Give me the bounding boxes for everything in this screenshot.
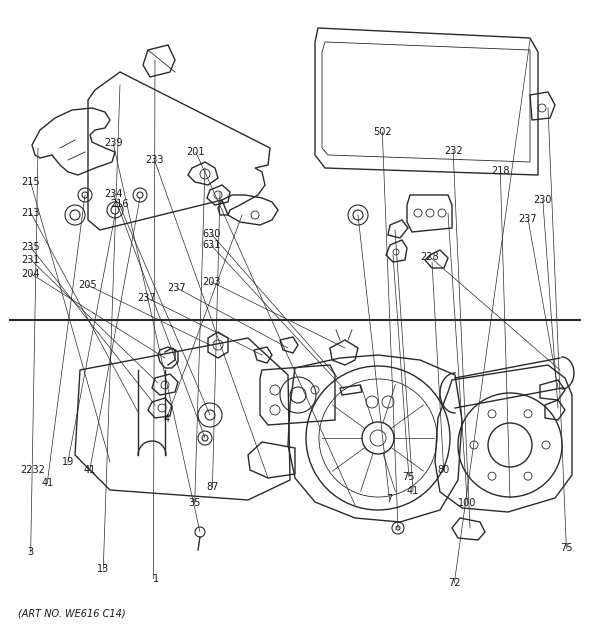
Text: 3: 3 <box>28 547 34 557</box>
Text: 502: 502 <box>373 127 392 137</box>
Text: 630: 630 <box>202 229 221 239</box>
Text: 235: 235 <box>21 242 40 252</box>
Text: 41: 41 <box>41 478 53 488</box>
Text: 4: 4 <box>163 414 169 424</box>
Text: 237: 237 <box>519 214 537 224</box>
Text: 237: 237 <box>137 292 156 303</box>
Text: 100: 100 <box>458 498 477 508</box>
Text: 228: 228 <box>420 252 439 262</box>
Text: 631: 631 <box>202 240 221 250</box>
Text: 80: 80 <box>438 465 450 476</box>
Text: 233: 233 <box>145 155 164 165</box>
Text: 205: 205 <box>78 280 97 290</box>
Text: 7: 7 <box>386 494 392 504</box>
Text: 237: 237 <box>168 283 186 293</box>
Text: 216: 216 <box>110 199 129 209</box>
Text: 232: 232 <box>444 146 463 156</box>
Text: 75: 75 <box>560 543 573 554</box>
Text: 87: 87 <box>206 482 218 493</box>
Text: 1: 1 <box>153 574 159 584</box>
Text: 213: 213 <box>21 208 40 218</box>
Text: 230: 230 <box>533 195 552 205</box>
Text: 204: 204 <box>21 269 40 279</box>
Text: 203: 203 <box>202 277 221 287</box>
Text: 13: 13 <box>97 564 109 574</box>
Text: (ART NO. WE616 C14): (ART NO. WE616 C14) <box>18 608 126 618</box>
Text: 35: 35 <box>189 498 201 508</box>
Text: 201: 201 <box>186 147 205 157</box>
Text: 75: 75 <box>402 472 415 482</box>
Text: 2232: 2232 <box>20 465 45 476</box>
Text: 72: 72 <box>448 578 461 588</box>
Text: 239: 239 <box>104 138 123 148</box>
Text: 215: 215 <box>21 177 40 187</box>
Text: 231: 231 <box>21 255 40 265</box>
Text: 19: 19 <box>62 457 74 467</box>
Text: 218: 218 <box>491 166 510 176</box>
Text: 234: 234 <box>104 189 123 199</box>
Text: 41: 41 <box>407 486 419 496</box>
Text: 41: 41 <box>84 465 96 476</box>
